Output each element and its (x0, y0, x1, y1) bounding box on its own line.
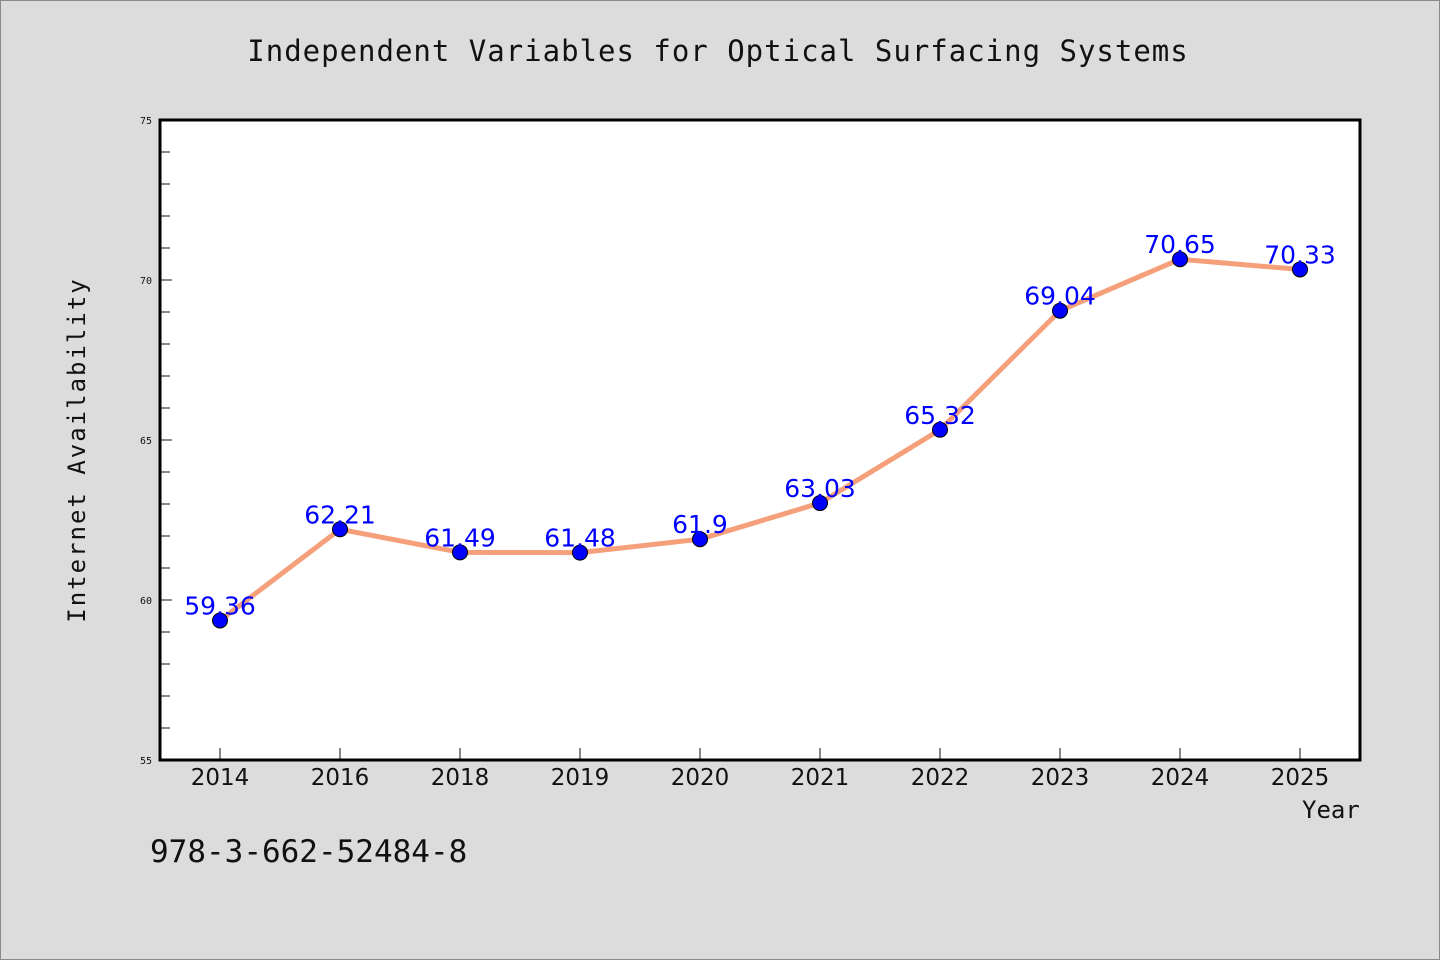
data-point (932, 421, 948, 438)
data-point (572, 544, 588, 561)
data-point (1172, 251, 1188, 268)
x-tick-label: 2022 (911, 765, 970, 791)
data-label: 69.04 (1024, 282, 1096, 311)
x-tick-label: 2025 (1271, 765, 1330, 791)
data-point (812, 495, 828, 512)
y-tick-label: 70 (140, 276, 152, 287)
x-axis-label: Year (1302, 796, 1360, 824)
footer-code: 978-3-662-52484-8 (150, 834, 468, 870)
data-label: 61.9 (672, 510, 728, 539)
x-tick-label: 2016 (311, 765, 370, 791)
data-point (692, 531, 708, 548)
x-tick-label: 2023 (1031, 765, 1090, 791)
series-line (217, 256, 1303, 623)
plot-area (160, 120, 1360, 760)
data-point (212, 612, 228, 629)
data-point (1292, 261, 1308, 278)
y-tick-label: 75 (140, 116, 152, 127)
x-tick-label: 2020 (671, 765, 730, 791)
x-tick-label: 2019 (551, 765, 610, 791)
data-label: 61.49 (424, 523, 496, 552)
plot-border (158, 118, 1362, 762)
data-label: 62.21 (304, 500, 376, 529)
y-tick-label: 65 (140, 436, 152, 447)
data-label: 65.32 (904, 401, 976, 430)
data-label: 61.48 (544, 524, 616, 553)
chart-title: Independent Variables for Optical Surfac… (247, 34, 1189, 68)
y-tick-label: 55 (140, 756, 152, 767)
data-label: 59.36 (184, 591, 256, 620)
y-tick-label: 60 (140, 596, 152, 607)
data-point (332, 521, 348, 538)
data-point (1052, 302, 1068, 319)
x-tick-label: 2018 (431, 765, 490, 791)
data-point (452, 544, 468, 561)
x-tick-label: 2021 (791, 765, 850, 791)
data-label: 70.65 (1144, 230, 1216, 259)
data-label: 70.33 (1264, 240, 1336, 269)
data-label: 63.03 (784, 474, 856, 503)
x-tick-label: 2024 (1151, 765, 1210, 791)
x-tick-label: 2014 (191, 765, 250, 791)
